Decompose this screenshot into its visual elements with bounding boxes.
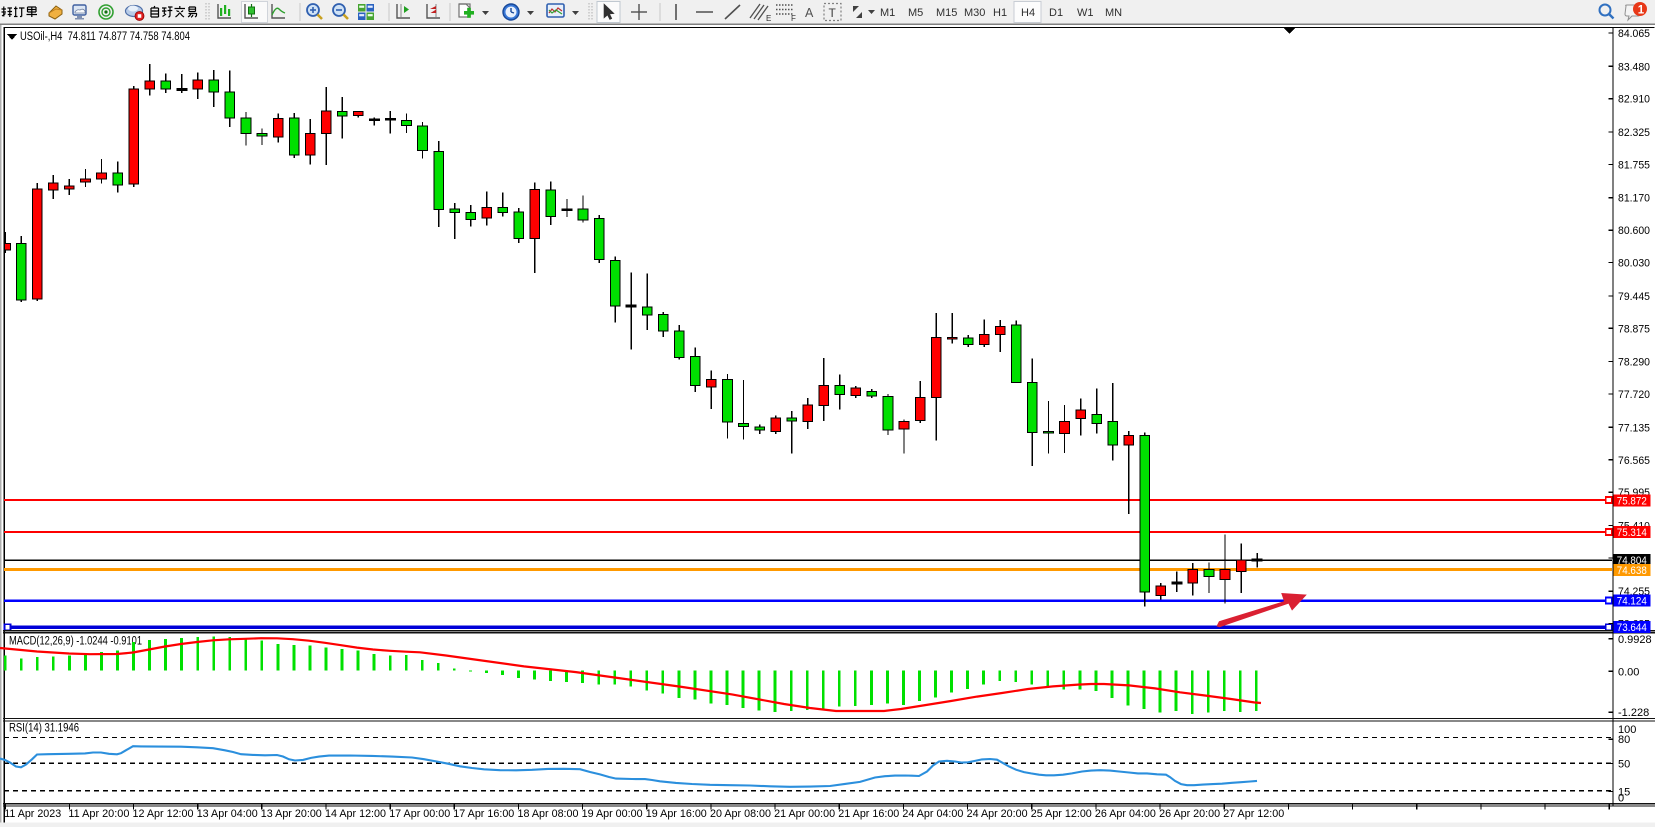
svg-text:M15: M15 — [936, 7, 957, 19]
svg-text:A: A — [805, 6, 814, 20]
svg-text:13 Apr 20:00: 13 Apr 20:00 — [261, 808, 322, 820]
svg-text:0.00: 0.00 — [1618, 666, 1639, 678]
svg-text:50: 50 — [1618, 758, 1630, 770]
svg-text:100: 100 — [1618, 724, 1636, 736]
svg-text:T: T — [829, 6, 837, 20]
svg-text:19 Apr 16:00: 19 Apr 16:00 — [646, 808, 707, 820]
svg-text:84.065: 84.065 — [1618, 28, 1650, 40]
svg-text:11 Apr 20:00: 11 Apr 20:00 — [68, 808, 129, 820]
svg-text:MACD(12,26,9) -1.0244 -0.9101: MACD(12,26,9) -1.0244 -0.9101 — [9, 636, 142, 648]
svg-text:26 Apr 20:00: 26 Apr 20:00 — [1159, 808, 1220, 820]
svg-text:E: E — [766, 14, 771, 23]
svg-text:74.638: 74.638 — [1617, 565, 1647, 577]
svg-text:20 Apr 08:00: 20 Apr 08:00 — [710, 808, 771, 820]
svg-text:0.9928: 0.9928 — [1618, 634, 1652, 646]
svg-text:11 Apr 2023: 11 Apr 2023 — [4, 808, 61, 820]
svg-text:RSI(14) 31.1946: RSI(14) 31.1946 — [9, 723, 79, 735]
svg-text:14 Apr 12:00: 14 Apr 12:00 — [325, 808, 386, 820]
svg-text:M30: M30 — [964, 7, 985, 19]
svg-text:USOil-,H4 74.811 74.877 74.75: USOil-,H4 74.811 74.877 74.758 74.804 — [20, 31, 190, 43]
svg-text:13 Apr 04:00: 13 Apr 04:00 — [197, 808, 258, 820]
svg-text:F: F — [791, 14, 796, 23]
svg-text:1: 1 — [1638, 5, 1645, 17]
svg-text:82.910: 82.910 — [1618, 94, 1650, 106]
svg-text:17 Apr 00:00: 17 Apr 00:00 — [389, 808, 450, 820]
svg-text:MN: MN — [1105, 7, 1122, 19]
svg-text:78.290: 78.290 — [1618, 357, 1650, 369]
svg-text:78.875: 78.875 — [1618, 323, 1650, 335]
svg-text:80: 80 — [1618, 734, 1630, 746]
svg-text:80.600: 80.600 — [1618, 225, 1650, 237]
svg-text:H4: H4 — [1021, 7, 1035, 19]
svg-text:81.755: 81.755 — [1618, 159, 1650, 171]
svg-text:21 Apr 16:00: 21 Apr 16:00 — [838, 808, 899, 820]
svg-text:24 Apr 04:00: 24 Apr 04:00 — [902, 808, 963, 820]
svg-text:M1: M1 — [880, 7, 895, 19]
svg-text:74.124: 74.124 — [1617, 596, 1647, 608]
svg-text:80.030: 80.030 — [1618, 258, 1650, 270]
svg-text:26 Apr 04:00: 26 Apr 04:00 — [1095, 808, 1156, 820]
svg-text:83.480: 83.480 — [1618, 61, 1650, 73]
svg-text:D1: D1 — [1049, 7, 1063, 19]
svg-text:21 Apr 00:00: 21 Apr 00:00 — [774, 808, 835, 820]
svg-text:-1.228: -1.228 — [1618, 707, 1649, 719]
svg-text:17 Apr 16:00: 17 Apr 16:00 — [453, 808, 514, 820]
svg-text:W1: W1 — [1077, 7, 1094, 19]
svg-text:81.170: 81.170 — [1618, 193, 1650, 205]
svg-text:18 Apr 08:00: 18 Apr 08:00 — [518, 808, 579, 820]
svg-text:75.314: 75.314 — [1617, 527, 1647, 539]
svg-text:76.565: 76.565 — [1618, 455, 1650, 467]
svg-text:12 Apr 12:00: 12 Apr 12:00 — [133, 808, 194, 820]
svg-text:75.872: 75.872 — [1617, 496, 1647, 508]
svg-text:M5: M5 — [908, 7, 923, 19]
svg-text:77.720: 77.720 — [1618, 389, 1650, 401]
svg-text:0: 0 — [1618, 793, 1624, 805]
svg-text:15: 15 — [1618, 786, 1630, 798]
svg-text:77.135: 77.135 — [1618, 422, 1650, 434]
svg-text:79.445: 79.445 — [1618, 291, 1650, 303]
svg-text:82.325: 82.325 — [1618, 127, 1650, 139]
svg-text:H1: H1 — [993, 7, 1007, 19]
svg-text:24 Apr 20:00: 24 Apr 20:00 — [967, 808, 1028, 820]
svg-text:25 Apr 12:00: 25 Apr 12:00 — [1031, 808, 1092, 820]
svg-text:27 Apr 12:00: 27 Apr 12:00 — [1223, 808, 1284, 820]
svg-text:73.644: 73.644 — [1617, 622, 1647, 634]
svg-text:19 Apr 00:00: 19 Apr 00:00 — [582, 808, 643, 820]
